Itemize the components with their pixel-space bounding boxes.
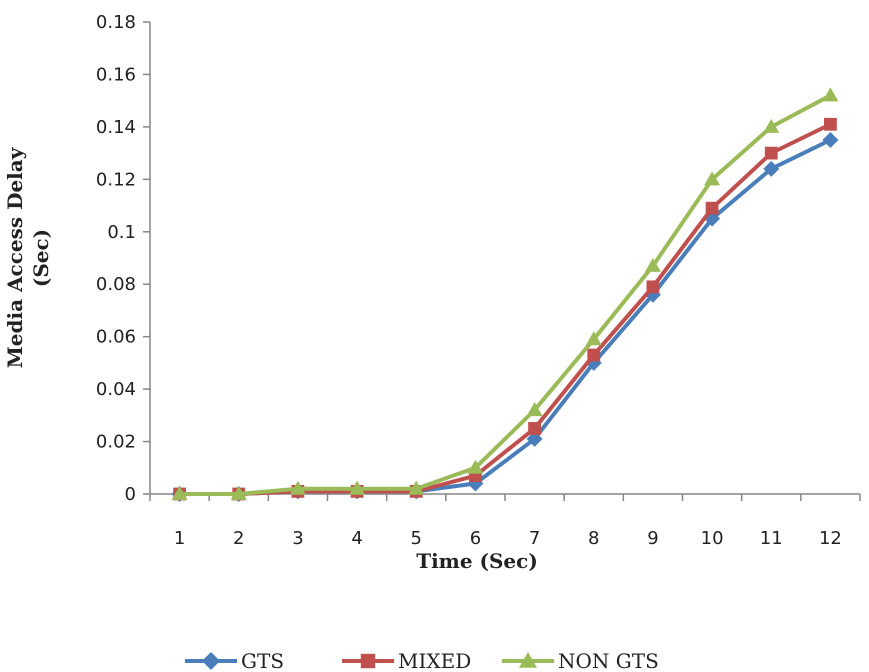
data-point xyxy=(822,132,839,148)
data-point xyxy=(822,87,839,102)
x-tick-label: 3 xyxy=(292,528,303,549)
x-axis-title: Time (Sec) xyxy=(416,549,538,573)
data-point xyxy=(289,480,306,495)
data-point xyxy=(585,331,602,346)
y-tick-label: 0.12 xyxy=(96,169,136,190)
y-tick-label: 0.08 xyxy=(96,274,136,295)
legend: GTS MIXED NON GTS xyxy=(185,649,659,672)
x-tick-label: 7 xyxy=(529,528,540,549)
series-line xyxy=(179,93,832,496)
data-point xyxy=(764,146,778,160)
y-axis-ticks: 0 0.02 0.04 0.06 0.08 0.1 0.12 0.14 0.16 0.18 xyxy=(96,12,150,505)
data-point xyxy=(587,348,601,362)
series-layer xyxy=(171,87,839,502)
x-tick-label: 9 xyxy=(647,528,658,549)
legend-item: NON GTS xyxy=(502,649,659,672)
y-axis-title-line: (Sec) xyxy=(29,229,53,287)
series-line xyxy=(179,122,832,496)
data-point xyxy=(526,430,543,447)
legend-label: NON GTS xyxy=(558,649,659,672)
series-non-gts xyxy=(171,87,839,500)
data-point xyxy=(349,480,366,495)
data-point xyxy=(644,257,661,272)
y-tick-label: 0.02 xyxy=(96,432,136,453)
y-tick-label: 0.04 xyxy=(96,379,136,400)
x-tick-label: 8 xyxy=(588,528,599,549)
data-point xyxy=(230,486,247,500)
y-tick-label: 0 xyxy=(125,484,136,505)
y-tick-label: 0.06 xyxy=(96,327,136,348)
y-axis-title: Media Access Delay (Sec) xyxy=(3,146,53,368)
data-point xyxy=(467,459,484,474)
x-tick-label: 5 xyxy=(411,528,422,549)
y-axis-title-line: Media Access Delay xyxy=(3,146,27,368)
data-point xyxy=(202,652,220,670)
data-point xyxy=(763,118,780,133)
y-tick-label: 0.1 xyxy=(107,222,136,243)
x-tick-label: 2 xyxy=(233,528,244,549)
data-point xyxy=(646,280,660,294)
y-tick-label: 0.16 xyxy=(96,64,136,85)
data-point xyxy=(519,652,537,668)
data-point xyxy=(763,160,780,177)
x-axis-ticks: 1 2 3 4 5 6 7 8 9 10 11 12 xyxy=(149,494,861,549)
data-point xyxy=(704,171,721,186)
data-point xyxy=(528,422,541,435)
data-point xyxy=(171,486,188,500)
x-tick-label: 6 xyxy=(470,528,481,549)
x-tick-label: 1 xyxy=(174,528,185,549)
legend-label: GTS xyxy=(241,649,284,672)
y-tick-label: 0.14 xyxy=(96,117,136,138)
data-point xyxy=(408,480,425,495)
data-point xyxy=(526,402,543,417)
x-tick-label: 11 xyxy=(760,528,783,549)
data-point xyxy=(705,201,719,215)
x-tick-label: 12 xyxy=(819,528,842,549)
data-point xyxy=(824,117,837,131)
axes xyxy=(149,22,860,495)
legend-item: MIXED xyxy=(342,649,471,672)
x-tick-label: 10 xyxy=(701,528,724,549)
data-point xyxy=(360,653,376,669)
series-gts xyxy=(171,132,839,502)
x-tick-label: 4 xyxy=(351,528,362,549)
series-mixed xyxy=(173,117,837,501)
legend-item: GTS xyxy=(185,649,284,672)
y-tick-label: 0.18 xyxy=(96,12,136,33)
legend-label: MIXED xyxy=(398,649,471,672)
